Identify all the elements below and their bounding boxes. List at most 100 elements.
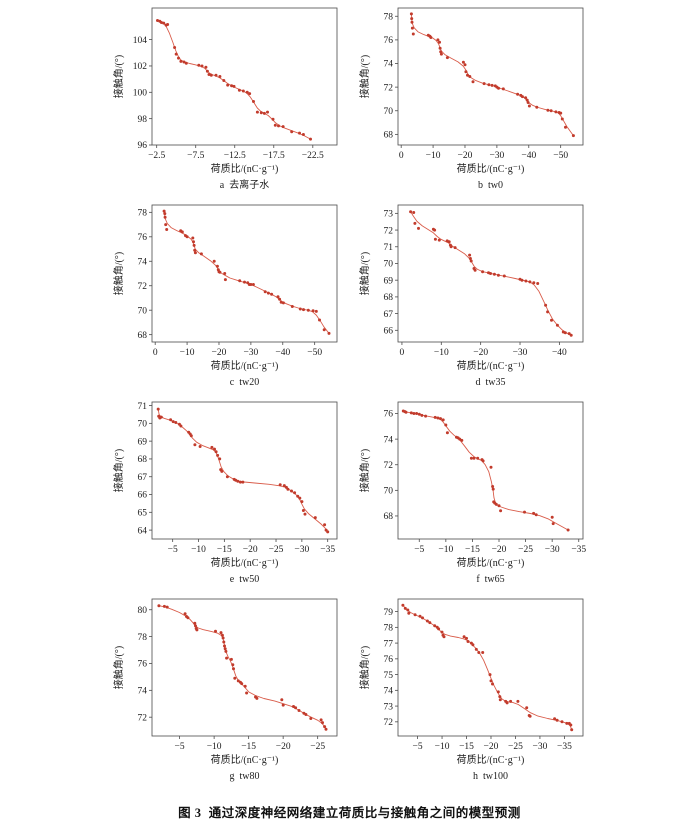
y-tick-label: 96 [138, 141, 148, 151]
subplot-caption-d: d tw35 [475, 377, 506, 388]
y-tick-label: 67 [384, 310, 394, 320]
y-tick-label: 74 [384, 687, 394, 697]
y-tick-label: 104 [133, 36, 148, 46]
x-tick-label: −30 [294, 545, 309, 555]
figure-caption: 图 3 通过深度神经网络建立荷质比与接触角之间的模型预测 [178, 806, 521, 820]
x-axis-label: 荷质比/(nC·g⁻¹) [457, 754, 525, 766]
chart-canvas-c: 0 −10 −20 −30 −40 −50 68 70 72 74 76 78 荷质比/(nC·g⁻¹)… [112, 204, 338, 372]
model-prediction-line [410, 211, 572, 336]
y-axis-label: 接触角/(°) [358, 449, 371, 492]
y-tick-label: 74 [138, 257, 148, 267]
y-tick-label: 72 [384, 718, 394, 728]
x-tick-label: 0 [399, 151, 404, 161]
x-tick-label: −10 [191, 545, 206, 555]
x-axis-label: 荷质比/(nC·g⁻¹) [211, 163, 279, 175]
chart-canvas-e: −5 −10 −15 −20 −25 −30 −35 64 65 66 67 68 69 70 71 荷质比/… [112, 401, 338, 569]
axes: 0 −10 −20 −30 −40 66 67 68 69 70 71 72 73 荷质比/(nC·g⁻¹… [358, 204, 584, 372]
y-axis-label: 接触角/(°) [358, 252, 371, 295]
subplot-d-tw35: 0 −10 −20 −30 −40 66 67 68 69 70 71 72 73 荷质比/(nC·g⁻¹… [349, 197, 699, 394]
x-tick-label: −22.5 [302, 151, 324, 161]
subplot-e-tw50: −5 −10 −15 −20 −25 −30 −35 64 65 66 67 68 69 70 71 荷质比/… [0, 394, 349, 591]
y-tick-label: 73 [384, 702, 394, 712]
axes: −5 −10 −15 −20 −25 −30 −35 68 70 72 74 76 荷质比/(nC·g⁻… [358, 401, 586, 569]
y-tick-label: 68 [384, 512, 394, 522]
x-tick-label: −30 [533, 742, 548, 752]
x-tick-label: −35 [557, 742, 572, 752]
y-tick-label: 70 [138, 420, 148, 430]
y-tick-label: 76 [384, 410, 394, 420]
y-tick-label: 72 [138, 282, 148, 292]
y-tick-label: 102 [133, 62, 148, 72]
y-tick-label: 76 [384, 655, 394, 665]
y-tick-label: 76 [138, 233, 148, 243]
y-tick-label: 71 [384, 243, 394, 253]
subplot-h-tw100: −5 −10 −15 −20 −25 −30 −35 72 73 74 75 76 77 78 79 荷质比/… [349, 591, 699, 788]
y-tick-label: 69 [138, 437, 148, 447]
chart-canvas-g: −5 −10 −15 −20 −25 72 74 76 78 80 荷质比/(nC·g⁻¹) 接触角/… [112, 598, 338, 766]
x-tick-label: −15 [465, 545, 480, 555]
x-tick-label: −20 [458, 151, 473, 161]
chart-canvas-h: −5 −10 −15 −20 −25 −30 −35 72 73 74 75 76 77 78 79 荷质比/… [358, 598, 584, 766]
y-tick-label: 76 [384, 36, 394, 46]
x-tick-label: −15 [459, 742, 474, 752]
data-points [156, 407, 330, 534]
y-tick-label: 98 [138, 115, 148, 125]
x-tick-label: −5 [175, 742, 185, 752]
x-tick-label: −30 [513, 348, 528, 358]
y-tick-label: 77 [384, 639, 394, 649]
y-axis-label: 接触角/(°) [358, 55, 371, 98]
data-points [156, 19, 312, 141]
y-axis-label: 接触角/(°) [112, 55, 125, 98]
subplot-caption-b: b tw0 [478, 180, 503, 191]
x-tick-label: −20 [484, 742, 499, 752]
y-tick-label: 80 [138, 606, 148, 616]
x-axis-label: 荷质比/(nC·g⁻¹) [457, 557, 525, 569]
y-tick-label: 78 [384, 624, 394, 634]
x-tick-label: −15 [217, 545, 232, 555]
y-tick-label: 68 [384, 131, 394, 141]
x-tick-label: 0 [153, 348, 158, 358]
y-tick-label: 78 [138, 209, 148, 219]
y-tick-label: 72 [384, 226, 394, 236]
x-axis-label: 荷质比/(nC·g⁻¹) [457, 163, 525, 175]
subplot-a-deionized-water: −2.5 −7.5 −12.5 −17.5 −22.5 96 98 100 102 104 荷质比/… [0, 0, 349, 197]
y-tick-label: 67 [138, 473, 148, 483]
x-tick-label: −40 [521, 151, 536, 161]
data-points [162, 209, 331, 335]
data-points [409, 12, 575, 138]
axes: −5 −10 −15 −20 −25 72 74 76 78 80 荷质比/(nC·g⁻¹) 接触角/… [112, 598, 338, 766]
subplot-g-tw80: −5 −10 −15 −20 −25 72 74 76 78 80 荷质比/(nC·g⁻¹) 接触角/… [0, 591, 349, 788]
subplot-b-tw0: 0 −10 −20 −30 −40 −50 68 70 72 74 76 78 荷质比/(nC·g⁻¹)… [349, 0, 699, 197]
x-axis-label: 荷质比/(nC·g⁻¹) [211, 557, 279, 569]
x-tick-label: −10 [207, 742, 222, 752]
x-tick-label: −20 [212, 348, 227, 358]
y-tick-label: 74 [138, 687, 148, 697]
axes: 0 −10 −20 −30 −40 −50 68 70 72 74 76 78 荷质比/(nC·g⁻¹)… [112, 204, 338, 372]
y-tick-label: 75 [384, 671, 394, 681]
model-prediction-line [163, 211, 330, 334]
x-tick-label: −40 [552, 348, 567, 358]
y-tick-label: 72 [384, 461, 394, 471]
x-tick-label: −25 [269, 545, 284, 555]
axes: 0 −10 −20 −30 −40 −50 68 70 72 74 76 78 荷质比/(nC·g⁻¹)… [358, 7, 584, 175]
y-tick-label: 70 [384, 260, 394, 270]
x-tick-label: −10 [180, 348, 195, 358]
subplot-caption-g: g tw80 [229, 771, 260, 782]
x-tick-label: −20 [473, 348, 488, 358]
x-tick-label: −20 [276, 742, 291, 752]
y-tick-label: 66 [384, 327, 394, 337]
x-tick-label: 0 [400, 348, 405, 358]
y-tick-label: 70 [384, 487, 394, 497]
axes: −5 −10 −15 −20 −25 −30 −35 72 73 74 75 76 77 78 79 荷质比/… [358, 598, 584, 766]
x-tick-label: −12.5 [224, 151, 246, 161]
model-prediction-line [402, 605, 573, 730]
model-prediction-line [410, 13, 574, 136]
x-tick-label: −20 [243, 545, 258, 555]
x-axis-label: 荷质比/(nC·g⁻¹) [211, 360, 279, 372]
y-tick-label: 70 [384, 107, 394, 117]
subplot-caption-h: h tw100 [473, 771, 508, 782]
y-tick-label: 100 [133, 89, 148, 99]
y-tick-label: 72 [384, 83, 394, 93]
x-tick-label: −30 [545, 545, 560, 555]
